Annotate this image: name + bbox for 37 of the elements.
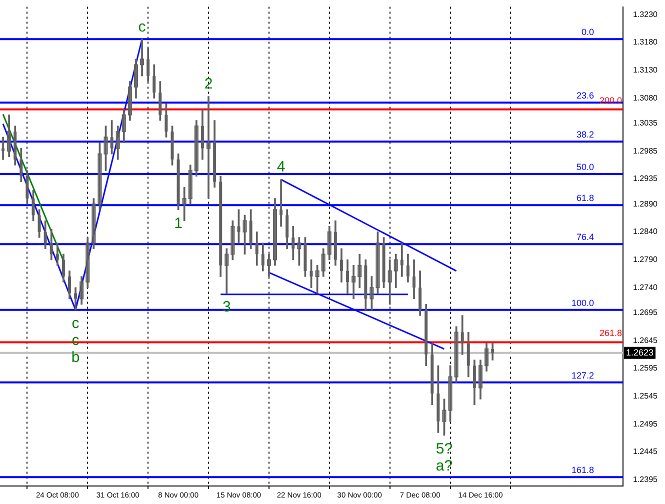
annotation: 161.8 bbox=[571, 465, 594, 476]
annotation: 76.4 bbox=[576, 232, 594, 242]
y-tick-label: 1.2695 bbox=[633, 308, 658, 317]
annotation: 4 bbox=[276, 158, 286, 176]
annotation: 2 bbox=[204, 76, 213, 93]
annotation: 61.8 bbox=[576, 193, 594, 204]
y-tick-label: 1.2495 bbox=[633, 419, 658, 428]
annotation: 23.6 bbox=[576, 90, 594, 101]
annotation: 1 bbox=[174, 214, 182, 232]
y-tick-label: 1.2985 bbox=[633, 146, 658, 156]
y-tick-label: 1.2595 bbox=[633, 364, 658, 373]
annotation: 100.0 bbox=[571, 298, 594, 308]
y-tick-label: 1.2645 bbox=[633, 336, 658, 345]
y-tick-label: 1.2840 bbox=[633, 227, 658, 236]
annotation: c bbox=[138, 18, 146, 36]
y-tick-label: 1.3180 bbox=[633, 38, 658, 47]
y-tick-label: 1.3230 bbox=[633, 10, 658, 19]
ref-line-label: 1.2623 bbox=[626, 347, 654, 358]
y-tick-label: 1.2935 bbox=[633, 174, 658, 184]
annotation: a? bbox=[436, 457, 453, 474]
y-tick-label: 1.2740 bbox=[633, 282, 658, 292]
y-tick-label: 1.2790 bbox=[633, 254, 658, 264]
annotation: 127.2 bbox=[571, 370, 594, 380]
y-tick-label: 1.2890 bbox=[633, 199, 658, 208]
annotation: 261.8 bbox=[599, 328, 622, 338]
annotation: 50.0 bbox=[576, 162, 594, 172]
y-tick-label: 1.3035 bbox=[633, 118, 658, 128]
y-tick-label: 1.2445 bbox=[633, 447, 658, 456]
y-tick-label: 1.2545 bbox=[633, 391, 658, 400]
y-tick-label: 1.2395 bbox=[633, 475, 658, 484]
annotation: 0.0 bbox=[581, 27, 594, 38]
annotation: b bbox=[71, 349, 80, 366]
annotation: 38.2 bbox=[576, 130, 594, 140]
annotation: 5? bbox=[436, 440, 453, 458]
y-tick-label: 1.3080 bbox=[633, 93, 658, 102]
annotation: c bbox=[72, 315, 80, 332]
y-tick-label: 1.3130 bbox=[633, 66, 658, 75]
